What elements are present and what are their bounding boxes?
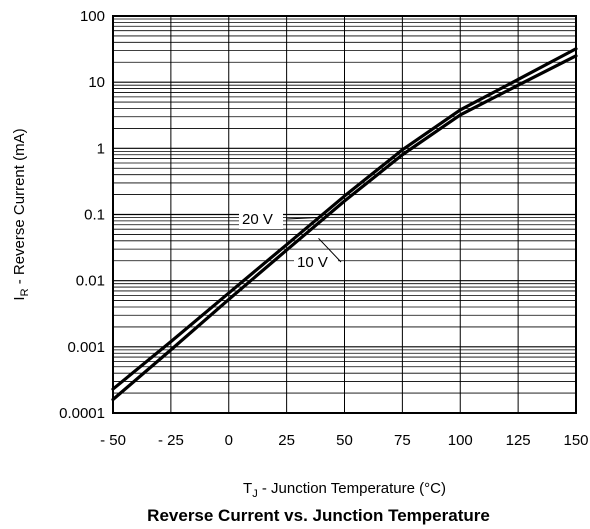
y-tick-label: 0.01 (76, 273, 105, 290)
x-axis-title-main: T (243, 480, 252, 497)
y-tick-label: 10 (88, 74, 105, 91)
x-tick-label: 100 (448, 432, 473, 449)
x-tick-label: 125 (506, 432, 531, 449)
y-tick-label: 100 (80, 8, 105, 25)
y-axis-title-rest: - Reverse Current (mA) (11, 128, 28, 288)
y-tick-label: 1 (97, 140, 105, 157)
plot-frame (112, 15, 577, 414)
y-axis-title-subscript: R (19, 288, 31, 296)
y-axis-title: IR - Reverse Current (mA) (11, 128, 31, 300)
x-tick-label: 75 (394, 432, 411, 449)
label-background-10v (294, 253, 338, 272)
y-tick-label: 0.1 (84, 207, 105, 224)
series-label-20v: 20 V (242, 211, 273, 228)
x-tick-label: 0 (225, 432, 233, 449)
x-tick-label: 150 (563, 432, 588, 449)
grid-lines (112, 16, 577, 414)
series-lines (111, 47, 578, 402)
series-annotations: 20 V 10 V (239, 210, 342, 272)
leader-line-20v (285, 216, 320, 220)
y-tick-label: 0.0001 (59, 405, 105, 422)
x-tick-label: 25 (278, 432, 295, 449)
y-tick-label: 0.001 (67, 339, 105, 356)
series-line-20v (111, 47, 578, 391)
tick-labels: - 50 - 25 0 25 50 75 100 125 150 0.0001 0.001 0.01 0… (59, 8, 588, 449)
label-background-20v (239, 210, 283, 229)
x-tick-label: - 25 (158, 432, 184, 449)
y-axis-title-main: I (11, 296, 28, 300)
x-tick-label: 50 (336, 432, 353, 449)
chart-title: Reverse Current vs. Junction Temperature (147, 506, 490, 525)
series-label-10v: 10 V (297, 254, 328, 271)
series-line-10v (111, 54, 578, 402)
leader-line-10v (318, 237, 342, 263)
x-axis-title-subscript: J (252, 488, 258, 500)
x-tick-label: - 50 (100, 432, 126, 449)
x-axis-title: TJ - Junction Temperature (°C) (243, 480, 446, 500)
x-axis-title-rest: - Junction Temperature (°C) (258, 480, 446, 497)
